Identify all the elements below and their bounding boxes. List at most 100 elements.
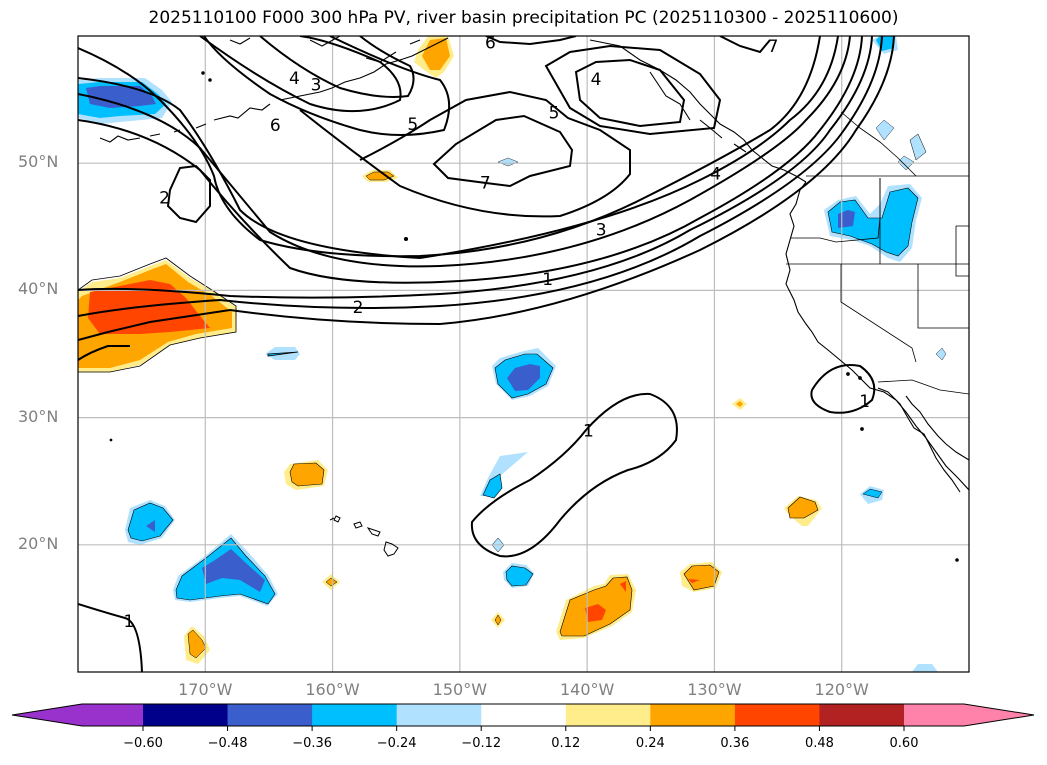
alaska-coast <box>229 36 421 63</box>
precip-region-positive <box>325 577 338 587</box>
precip-region-negative <box>86 86 156 108</box>
precip-region-positive <box>494 614 502 626</box>
precip-region-negative <box>909 133 927 161</box>
colorbar-segment <box>565 704 651 726</box>
longitude-tick-label: 130°W <box>687 680 742 699</box>
colorbar-outline <box>11 703 1035 727</box>
latitude-tick-label: 50°N <box>18 152 59 172</box>
contour-label: 5 <box>549 103 560 123</box>
plot-frame <box>77 35 970 673</box>
contour-label: 4 <box>710 164 721 184</box>
latitude-tick-label: 20°N <box>18 533 59 553</box>
colorbar-tick-label: −0.48 <box>207 736 248 751</box>
precip-region-negative <box>497 157 519 167</box>
precip-region-negative <box>505 565 534 587</box>
precip-region-positive <box>365 171 395 181</box>
precip-region-negative <box>202 549 265 592</box>
longitude-tick-label: 170°W <box>178 680 233 699</box>
longitude-tick-label: 150°W <box>432 680 488 699</box>
pv-contour <box>810 364 876 414</box>
plot-title: 2025110100 F000 300 hPa PV, river basin … <box>148 8 899 28</box>
pv-contour <box>78 603 143 672</box>
colorbar-segment <box>819 704 905 726</box>
precip-region-negative <box>127 502 174 542</box>
precip-region-positive <box>422 38 450 70</box>
contour-label: 7 <box>768 37 779 57</box>
pv-contour <box>78 345 130 361</box>
pv-contour <box>485 36 577 46</box>
contour-label: 1 <box>542 270 553 290</box>
precip-region-negative <box>875 119 895 141</box>
baja-peninsula <box>877 387 969 493</box>
pv-contour <box>544 44 722 136</box>
pv-contour <box>78 36 895 341</box>
pv-contour <box>470 392 678 558</box>
canada-prov-border <box>840 111 917 177</box>
mexico-border <box>877 379 969 395</box>
colorbar-tick-label: 0.48 <box>804 736 834 751</box>
precip-region-positive <box>289 462 325 487</box>
precip-region-negative <box>912 664 938 672</box>
colorbar-segment <box>143 704 229 726</box>
pv-contour <box>259 36 415 98</box>
pv-contour <box>199 36 402 113</box>
contour-label: 1 <box>583 421 594 441</box>
colorbar-segment <box>650 704 736 726</box>
contour-label: 3 <box>311 75 322 95</box>
contour-label: 2 <box>353 298 364 318</box>
alaska-panhandle <box>589 39 807 183</box>
precip-region-positive <box>187 629 207 659</box>
utah-border <box>917 264 969 329</box>
precip-region-positive <box>683 564 720 591</box>
contour-label: 2 <box>159 189 170 209</box>
wyoming-border <box>955 225 969 277</box>
precip-region-positive <box>787 496 819 519</box>
precip-region-positive <box>688 579 700 583</box>
precip-region-negative <box>935 347 947 361</box>
colorbar-extend-high <box>904 704 1034 726</box>
precip-region-negative <box>267 351 299 357</box>
colorbar-tick-label: −0.24 <box>376 736 417 751</box>
contour-label: 6 <box>485 33 496 53</box>
state-borders <box>786 111 969 395</box>
precip-region-outline <box>78 257 237 373</box>
contour-label: 1 <box>859 392 870 412</box>
hawaii-islands <box>329 515 399 557</box>
latitude-tick-label: 30°N <box>18 406 59 426</box>
pv-contour <box>78 36 873 299</box>
pv-contour <box>719 36 771 54</box>
longitude-tick-label: 140°W <box>559 680 615 699</box>
colorbar-extend-low <box>12 704 143 726</box>
pv-contour <box>432 114 574 188</box>
precip-region-negative <box>146 520 155 532</box>
contour-label: 4 <box>289 69 300 89</box>
colorbar-segment <box>396 704 482 726</box>
colorbar-segment <box>227 704 313 726</box>
precip-region-negative <box>862 488 883 499</box>
pv-contour <box>78 36 851 268</box>
longitude-tick-label: 160°W <box>305 680 360 699</box>
pv-contour <box>78 36 883 317</box>
contour-label: 1 <box>124 612 135 632</box>
contour-label: 6 <box>270 116 281 136</box>
precip-region-positive <box>620 581 626 592</box>
colorbar-segment <box>734 704 820 726</box>
latitude-tick-label: 40°N <box>18 279 59 299</box>
contour-label: 3 <box>596 220 607 240</box>
colorbar-tick-label: 0.60 <box>889 736 919 751</box>
contour-label: 7 <box>480 173 491 193</box>
pv-contour <box>203 36 451 136</box>
colorbar-tick-label: −0.12 <box>461 736 502 751</box>
colorbar-tick-label: −0.60 <box>123 736 163 751</box>
colorbar-segment <box>481 704 567 726</box>
precip-region-negative <box>507 364 540 391</box>
colorbar-segment <box>312 704 398 726</box>
colorbar <box>11 703 1035 731</box>
colorbar-tick-label: −0.36 <box>292 736 333 751</box>
idaho-border <box>879 178 969 265</box>
nevada-border <box>840 264 917 363</box>
pv-contour <box>299 90 631 218</box>
